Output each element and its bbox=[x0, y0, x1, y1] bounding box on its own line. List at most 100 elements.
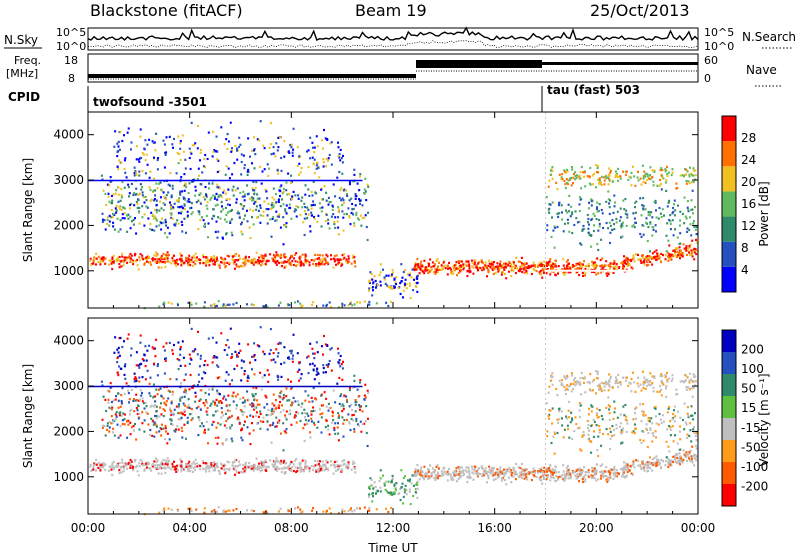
power-plot-bg bbox=[88, 112, 698, 308]
power-echo bbox=[626, 213, 629, 216]
power-echo bbox=[122, 264, 125, 267]
velocity-echo bbox=[510, 475, 513, 478]
velocity-echo bbox=[322, 353, 324, 356]
power-echo bbox=[649, 178, 652, 181]
power-echo bbox=[317, 214, 320, 217]
power-echo bbox=[120, 208, 123, 211]
velocity-echo bbox=[170, 413, 173, 417]
power-echo bbox=[340, 157, 343, 160]
power-echo bbox=[225, 220, 228, 223]
velocity-echo bbox=[300, 405, 303, 408]
power-echo bbox=[492, 266, 495, 269]
velocity-echo bbox=[616, 472, 619, 475]
velocity-echo bbox=[689, 449, 692, 452]
velocity-echo bbox=[582, 480, 584, 483]
power-echo bbox=[214, 230, 217, 233]
velocity-echo bbox=[133, 378, 136, 381]
power-echo bbox=[240, 264, 243, 268]
power-echo bbox=[310, 207, 313, 210]
power-echo bbox=[448, 266, 451, 270]
velocity-echo bbox=[301, 459, 304, 462]
velocity-echo bbox=[472, 478, 475, 481]
power-echo bbox=[192, 264, 194, 268]
velocity-echo bbox=[152, 405, 155, 408]
power-echo bbox=[644, 181, 647, 184]
velocity-echo bbox=[639, 465, 642, 468]
velocity-echo bbox=[660, 458, 663, 462]
power-echo bbox=[415, 268, 418, 271]
power-echo bbox=[538, 271, 541, 274]
power-echo bbox=[683, 222, 686, 225]
power-echo bbox=[255, 251, 258, 254]
power-echo bbox=[243, 264, 246, 267]
velocity-echo bbox=[177, 428, 180, 431]
power-echo bbox=[607, 190, 610, 193]
velocity-echo bbox=[309, 431, 312, 434]
velocity-echo bbox=[204, 372, 207, 375]
velocity-echo bbox=[135, 377, 138, 380]
power-echo bbox=[113, 228, 116, 231]
velocity-echo bbox=[180, 426, 183, 429]
power-echo bbox=[165, 136, 168, 139]
power-echo bbox=[185, 256, 187, 259]
velocity-echo bbox=[487, 477, 490, 480]
power-echo bbox=[404, 283, 406, 286]
power-echo bbox=[180, 220, 183, 223]
power-echo bbox=[211, 260, 214, 263]
velocity-echo bbox=[165, 404, 168, 407]
velocity-echo bbox=[155, 431, 158, 434]
power-echo bbox=[590, 245, 593, 248]
velocity-echo bbox=[584, 471, 587, 474]
velocity-echo bbox=[496, 468, 499, 471]
velocity-echo bbox=[155, 405, 158, 408]
power-echo bbox=[240, 230, 243, 233]
velocity-echo bbox=[291, 360, 294, 363]
power-echo bbox=[160, 228, 163, 231]
power-echo bbox=[347, 304, 350, 307]
velocity-echo bbox=[355, 401, 358, 404]
power-echo bbox=[652, 180, 655, 183]
power-echo bbox=[181, 230, 184, 233]
power-echo bbox=[337, 206, 340, 209]
velocity-echo bbox=[216, 409, 219, 412]
velocity-echo bbox=[156, 364, 159, 368]
power-echo bbox=[285, 255, 288, 259]
power-echo bbox=[431, 261, 434, 264]
power-echo bbox=[216, 158, 219, 161]
power-echo bbox=[106, 222, 109, 225]
velocity-echo bbox=[307, 355, 310, 358]
velocity-echo bbox=[163, 349, 166, 352]
velocity-echo bbox=[435, 474, 438, 477]
power-echo bbox=[651, 176, 654, 179]
velocity-echo bbox=[267, 380, 270, 383]
velocity-echo bbox=[494, 471, 497, 474]
velocity-echo bbox=[157, 388, 160, 391]
power-echo bbox=[187, 301, 190, 304]
velocity-echo bbox=[261, 466, 264, 469]
velocity-echo bbox=[313, 364, 316, 367]
power-echo bbox=[488, 262, 491, 265]
power-echo bbox=[222, 258, 225, 262]
power-echo bbox=[340, 187, 343, 190]
power-echo bbox=[607, 198, 610, 201]
power-echo bbox=[162, 139, 165, 142]
velocity-echo bbox=[340, 405, 343, 408]
velocity-echo bbox=[282, 467, 285, 470]
power-echo bbox=[187, 198, 190, 201]
velocity-echo bbox=[626, 463, 629, 466]
velocity-echo bbox=[563, 479, 566, 482]
velocity-echo bbox=[447, 473, 449, 476]
velocity-echo bbox=[304, 419, 307, 422]
power-echo bbox=[148, 138, 151, 141]
velocity-echo bbox=[323, 391, 326, 394]
velocity-echo bbox=[423, 465, 426, 468]
power-echo bbox=[192, 261, 195, 264]
power-echo bbox=[453, 268, 456, 271]
power-echo bbox=[497, 270, 500, 273]
power-echo bbox=[214, 263, 216, 266]
power-echo bbox=[337, 146, 340, 149]
velocity-echo bbox=[112, 466, 115, 469]
velocity-echo bbox=[307, 394, 310, 397]
power-echo bbox=[121, 255, 124, 258]
power-echo bbox=[251, 196, 253, 199]
